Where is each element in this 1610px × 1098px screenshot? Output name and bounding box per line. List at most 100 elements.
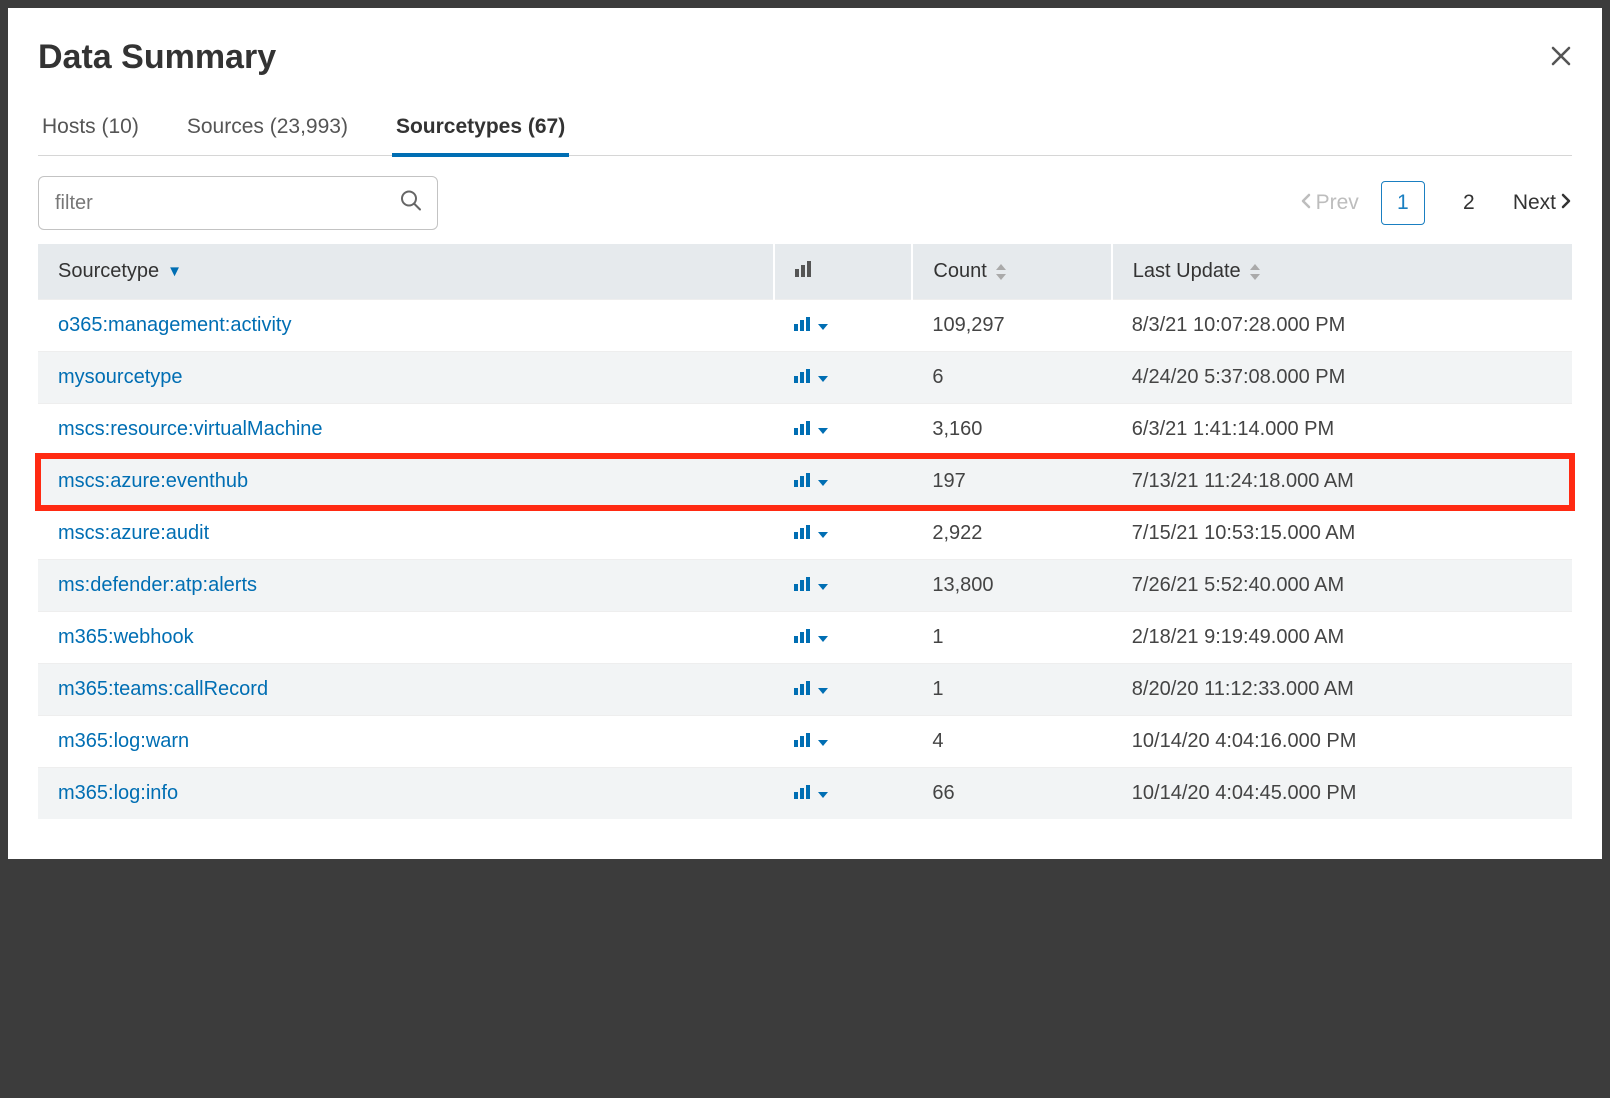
last-update-cell: 6/3/21 1:41:14.000 PM bbox=[1112, 404, 1572, 456]
table-row: m365:webhook 12/18/21 9:19:49.000 AM bbox=[38, 612, 1572, 664]
bars-icon bbox=[794, 314, 814, 337]
th-sourcetype[interactable]: Sourcetype ▼ bbox=[38, 244, 774, 300]
last-update-cell: 7/15/21 10:53:15.000 AM bbox=[1112, 508, 1572, 560]
count-cell: 4 bbox=[912, 716, 1111, 768]
sourcetype-link[interactable]: ms:defender:atp:alerts bbox=[58, 574, 257, 596]
caret-down-icon bbox=[818, 626, 828, 649]
table-header-row: Sourcetype ▼ Count bbox=[38, 244, 1572, 300]
last-update-cell: 8/20/20 11:12:33.000 AM bbox=[1112, 664, 1572, 716]
row-actions-button[interactable] bbox=[794, 678, 892, 701]
count-cell: 6 bbox=[912, 352, 1111, 404]
count-cell: 66 bbox=[912, 768, 1111, 820]
row-actions-button[interactable] bbox=[794, 418, 892, 441]
last-update-cell: 4/24/20 5:37:08.000 PM bbox=[1112, 352, 1572, 404]
pagination-page-2[interactable]: 2 bbox=[1447, 181, 1491, 225]
row-actions-button[interactable] bbox=[794, 782, 892, 805]
last-update-cell: 7/26/21 5:52:40.000 AM bbox=[1112, 560, 1572, 612]
tabs: Hosts (10) Sources (23,993) Sourcetypes … bbox=[38, 105, 1572, 156]
th-actions[interactable] bbox=[774, 244, 912, 300]
chevron-right-icon bbox=[1560, 191, 1572, 215]
tab-hosts[interactable]: Hosts (10) bbox=[38, 105, 143, 157]
close-button[interactable] bbox=[1550, 44, 1572, 72]
sourcetype-link[interactable]: mysourcetype bbox=[58, 366, 183, 388]
table-row: mscs:azure:audit 2,9227/15/21 10:53:15.00… bbox=[38, 508, 1572, 560]
row-actions-button[interactable] bbox=[794, 522, 892, 545]
bars-icon bbox=[794, 626, 814, 649]
bars-icon bbox=[794, 366, 814, 389]
last-update-cell: 8/3/21 10:07:28.000 PM bbox=[1112, 300, 1572, 352]
sourcetypes-table: Sourcetype ▼ Count bbox=[38, 244, 1572, 819]
count-cell: 2,922 bbox=[912, 508, 1111, 560]
row-actions-button[interactable] bbox=[794, 626, 892, 649]
sourcetype-link[interactable]: m365:log:warn bbox=[58, 730, 189, 752]
table-row: mscs:resource:virtualMachine 3,1606/3/21 … bbox=[38, 404, 1572, 456]
bars-icon bbox=[794, 730, 814, 753]
bars-icon bbox=[795, 260, 815, 282]
sourcetype-link[interactable]: mscs:resource:virtualMachine bbox=[58, 418, 323, 440]
sourcetype-link[interactable]: mscs:azure:eventhub bbox=[58, 470, 248, 492]
last-update-cell: 2/18/21 9:19:49.000 AM bbox=[1112, 612, 1572, 664]
filter-wrap bbox=[38, 176, 438, 230]
row-actions-button[interactable] bbox=[794, 366, 892, 389]
sort-desc-icon: ▼ bbox=[167, 263, 182, 280]
caret-down-icon bbox=[818, 522, 828, 545]
sourcetype-link[interactable]: m365:webhook bbox=[58, 626, 194, 648]
caret-down-icon bbox=[818, 366, 828, 389]
count-cell: 1 bbox=[912, 664, 1111, 716]
tab-sourcetypes[interactable]: Sourcetypes (67) bbox=[392, 105, 569, 157]
table-row: m365:log:info6610/14/20 4:04:45.000 PM bbox=[38, 768, 1572, 820]
caret-down-icon bbox=[818, 574, 828, 597]
close-icon bbox=[1550, 42, 1572, 73]
table-row: mscs:azure:eventhub1977/13/21 11:24:18.0… bbox=[38, 456, 1572, 508]
dialog-title: Data Summary bbox=[38, 38, 276, 77]
table-row: m365:teams:callRecord 18/20/20 11:12:33.0… bbox=[38, 664, 1572, 716]
th-count[interactable]: Count bbox=[912, 244, 1111, 300]
pagination: Prev 1 2 Next bbox=[1300, 181, 1572, 225]
row-actions-button[interactable] bbox=[794, 574, 892, 597]
pagination-prev-label: Prev bbox=[1316, 191, 1359, 215]
caret-down-icon bbox=[818, 418, 828, 441]
count-cell: 1 bbox=[912, 612, 1111, 664]
table-row: mysourcetype 64/24/20 5:37:08.000 PM bbox=[38, 352, 1572, 404]
bars-icon bbox=[794, 522, 814, 545]
dialog-header: Data Summary bbox=[38, 38, 1572, 77]
bars-icon bbox=[794, 782, 814, 805]
row-actions-button[interactable] bbox=[794, 730, 892, 753]
count-cell: 197 bbox=[912, 456, 1111, 508]
sort-both-icon bbox=[995, 263, 1007, 281]
row-actions-button[interactable] bbox=[794, 470, 892, 493]
count-cell: 13,800 bbox=[912, 560, 1111, 612]
th-last-update[interactable]: Last Update bbox=[1112, 244, 1572, 300]
chevron-left-icon bbox=[1300, 191, 1312, 215]
caret-down-icon bbox=[818, 730, 828, 753]
table-row: o365:management:activity 109,2978/3/21 10… bbox=[38, 300, 1572, 352]
sort-both-icon bbox=[1249, 263, 1261, 281]
caret-down-icon bbox=[818, 470, 828, 493]
tab-sources[interactable]: Sources (23,993) bbox=[183, 105, 352, 157]
sourcetype-link[interactable]: m365:log:info bbox=[58, 782, 178, 804]
caret-down-icon bbox=[818, 678, 828, 701]
sourcetype-link[interactable]: mscs:azure:audit bbox=[58, 522, 209, 544]
pagination-next-label: Next bbox=[1513, 191, 1556, 215]
bars-icon bbox=[794, 418, 814, 441]
last-update-cell: 10/14/20 4:04:16.000 PM bbox=[1112, 716, 1572, 768]
pagination-page-1[interactable]: 1 bbox=[1381, 181, 1425, 225]
count-cell: 3,160 bbox=[912, 404, 1111, 456]
row-actions-button[interactable] bbox=[794, 314, 892, 337]
sourcetype-link[interactable]: m365:teams:callRecord bbox=[58, 678, 268, 700]
th-last-update-label: Last Update bbox=[1133, 260, 1241, 283]
count-cell: 109,297 bbox=[912, 300, 1111, 352]
data-summary-dialog: Data Summary Hosts (10) Sources (23,993)… bbox=[8, 8, 1602, 859]
table-row: m365:log:warn 410/14/20 4:04:16.000 PM bbox=[38, 716, 1572, 768]
toolbar: Prev 1 2 Next bbox=[38, 176, 1572, 230]
pagination-prev: Prev bbox=[1300, 191, 1359, 215]
bars-icon bbox=[794, 470, 814, 493]
th-sourcetype-label: Sourcetype bbox=[58, 260, 159, 283]
pagination-next[interactable]: Next bbox=[1513, 191, 1572, 215]
th-count-label: Count bbox=[933, 260, 986, 283]
filter-input[interactable] bbox=[38, 176, 438, 230]
sourcetype-link[interactable]: o365:management:activity bbox=[58, 314, 291, 336]
table-row: ms:defender:atp:alerts 13,8007/26/21 5:52… bbox=[38, 560, 1572, 612]
caret-down-icon bbox=[818, 314, 828, 337]
caret-down-icon bbox=[818, 782, 828, 805]
